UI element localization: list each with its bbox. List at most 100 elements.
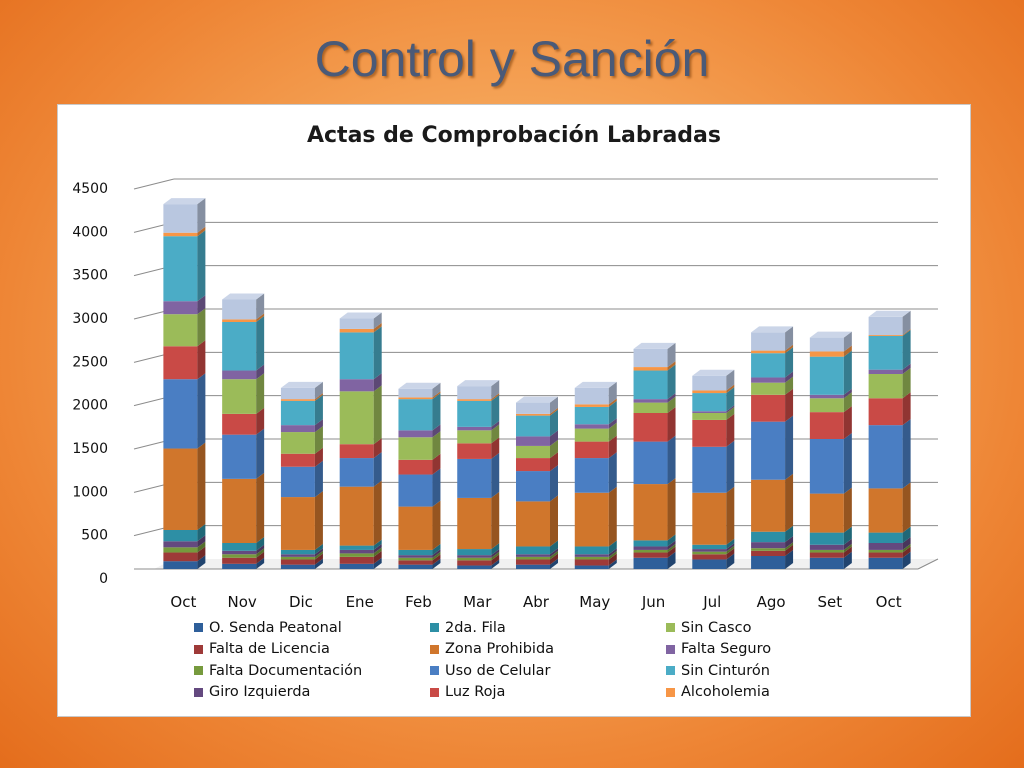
legend-swatch	[666, 666, 675, 676]
bar-segment-side	[667, 543, 676, 553]
chart-legend: O. Senda Peatonal 2da. Fila Sin Casco Falta…	[194, 617, 914, 703]
bar-segment-side	[491, 554, 500, 566]
bar-segment-side	[550, 548, 558, 557]
legend-item: O. Senda Peatonal	[194, 617, 430, 639]
bar-segment-side	[608, 435, 617, 459]
bar-segment	[457, 565, 492, 569]
y-tick-label: 2000	[72, 398, 108, 414]
bar-segment	[280, 399, 315, 401]
bar-segment-side	[432, 391, 441, 400]
bar-segment-side	[902, 537, 911, 550]
bar-segment	[398, 459, 433, 475]
bar-segment-side	[608, 553, 617, 566]
bar-segment	[280, 556, 315, 560]
bar-segment-side	[902, 363, 911, 374]
bar-segment	[692, 413, 727, 420]
bar-segment	[457, 497, 492, 550]
bar-segment	[339, 328, 374, 333]
bar-segment-side	[432, 558, 441, 569]
bar-segment	[868, 369, 903, 374]
bar-segment-side	[491, 549, 500, 558]
bar-segment-side	[902, 392, 911, 426]
bar-segment	[751, 531, 786, 543]
bar-segment	[692, 390, 727, 394]
bar-segment-side	[491, 491, 500, 550]
bar-segment-side	[197, 524, 206, 542]
bar-segment	[574, 428, 609, 442]
bar-segment-side	[256, 537, 265, 551]
chart-panel: 0 500 1000 1500 2000 2500 3000 3500 4000 4500 Oct N…	[57, 104, 971, 717]
bar-segment	[398, 506, 433, 550]
bar-segment	[163, 530, 198, 542]
x-tick-label: Oct	[876, 593, 902, 611]
bar-top	[222, 293, 265, 300]
bar-segment	[280, 497, 315, 550]
bar-segment-side	[843, 331, 852, 352]
bar-segment-side	[432, 468, 441, 507]
bar-segment-side	[197, 295, 206, 315]
y-tick-label: 1500	[72, 441, 108, 457]
bar-segment-side	[373, 547, 382, 557]
bar-segment-side	[197, 541, 206, 553]
bar-segment-side	[785, 473, 794, 532]
bar-segment-side	[726, 413, 735, 447]
x-tick-label: Jun	[641, 593, 665, 611]
legend-label: Falta Seguro	[681, 641, 772, 658]
bar-segment	[398, 397, 433, 400]
bar-segment	[809, 351, 844, 357]
bar-segment-side	[785, 376, 794, 395]
bar-top	[633, 342, 676, 349]
bar-segment	[868, 557, 903, 569]
bar-segment	[163, 346, 198, 380]
x-tick-label: Mar	[463, 593, 492, 611]
bar-segment	[280, 425, 315, 433]
legend-item: Uso de Celular	[430, 660, 666, 682]
bar-segment-side	[726, 545, 735, 555]
bar-segment-side	[373, 373, 382, 392]
bar-segment	[339, 549, 374, 554]
bar-segment-side	[256, 428, 265, 479]
bar-segment-side	[373, 550, 382, 564]
bar-top	[280, 381, 323, 388]
bar-segment	[868, 335, 903, 370]
legend-swatch	[194, 644, 203, 654]
bar-segment	[633, 557, 668, 569]
bar-segment-side	[373, 312, 382, 329]
chart-title: Actas de Comprobación Labradas	[306, 123, 721, 148]
bar-segment	[222, 478, 257, 543]
bar-segment	[280, 453, 315, 467]
bar-segment	[280, 400, 315, 426]
bar-segment	[398, 437, 433, 460]
bar-segment-side	[843, 551, 852, 569]
bar-segment-side	[667, 342, 676, 368]
x-tick-label: Abr	[523, 593, 550, 611]
bar-segment-side	[197, 226, 206, 237]
bar-segment-side	[373, 557, 382, 569]
x-tick-label: Dic	[289, 593, 313, 611]
bar-segment	[280, 564, 315, 569]
bar-segment	[280, 466, 315, 498]
bar-segment	[339, 553, 374, 557]
bar-segment	[809, 439, 844, 494]
bar-segment	[692, 393, 727, 412]
bar-segment-side	[785, 544, 794, 556]
bar-segment	[633, 399, 668, 403]
bar-segment	[398, 560, 433, 565]
bar-segment-side	[843, 388, 852, 399]
bar-segment-side	[314, 550, 323, 560]
bar-segment	[633, 367, 668, 371]
bar-segment	[222, 370, 257, 380]
y-tick-label: 4000	[72, 224, 108, 240]
bar-top	[516, 396, 558, 403]
bar-segment	[516, 413, 550, 416]
bar-segment	[574, 554, 609, 557]
bar-segment-side	[256, 293, 265, 320]
bar-segment	[574, 492, 609, 547]
legend-item: Zona Prohibida	[430, 639, 666, 661]
bar-segment	[457, 400, 492, 427]
bar-segment	[809, 356, 844, 395]
bar-segment	[163, 204, 198, 233]
bar-segment	[633, 348, 668, 368]
legend-item: Sin Cinturón	[666, 660, 914, 682]
bar-segment-side	[785, 550, 794, 569]
